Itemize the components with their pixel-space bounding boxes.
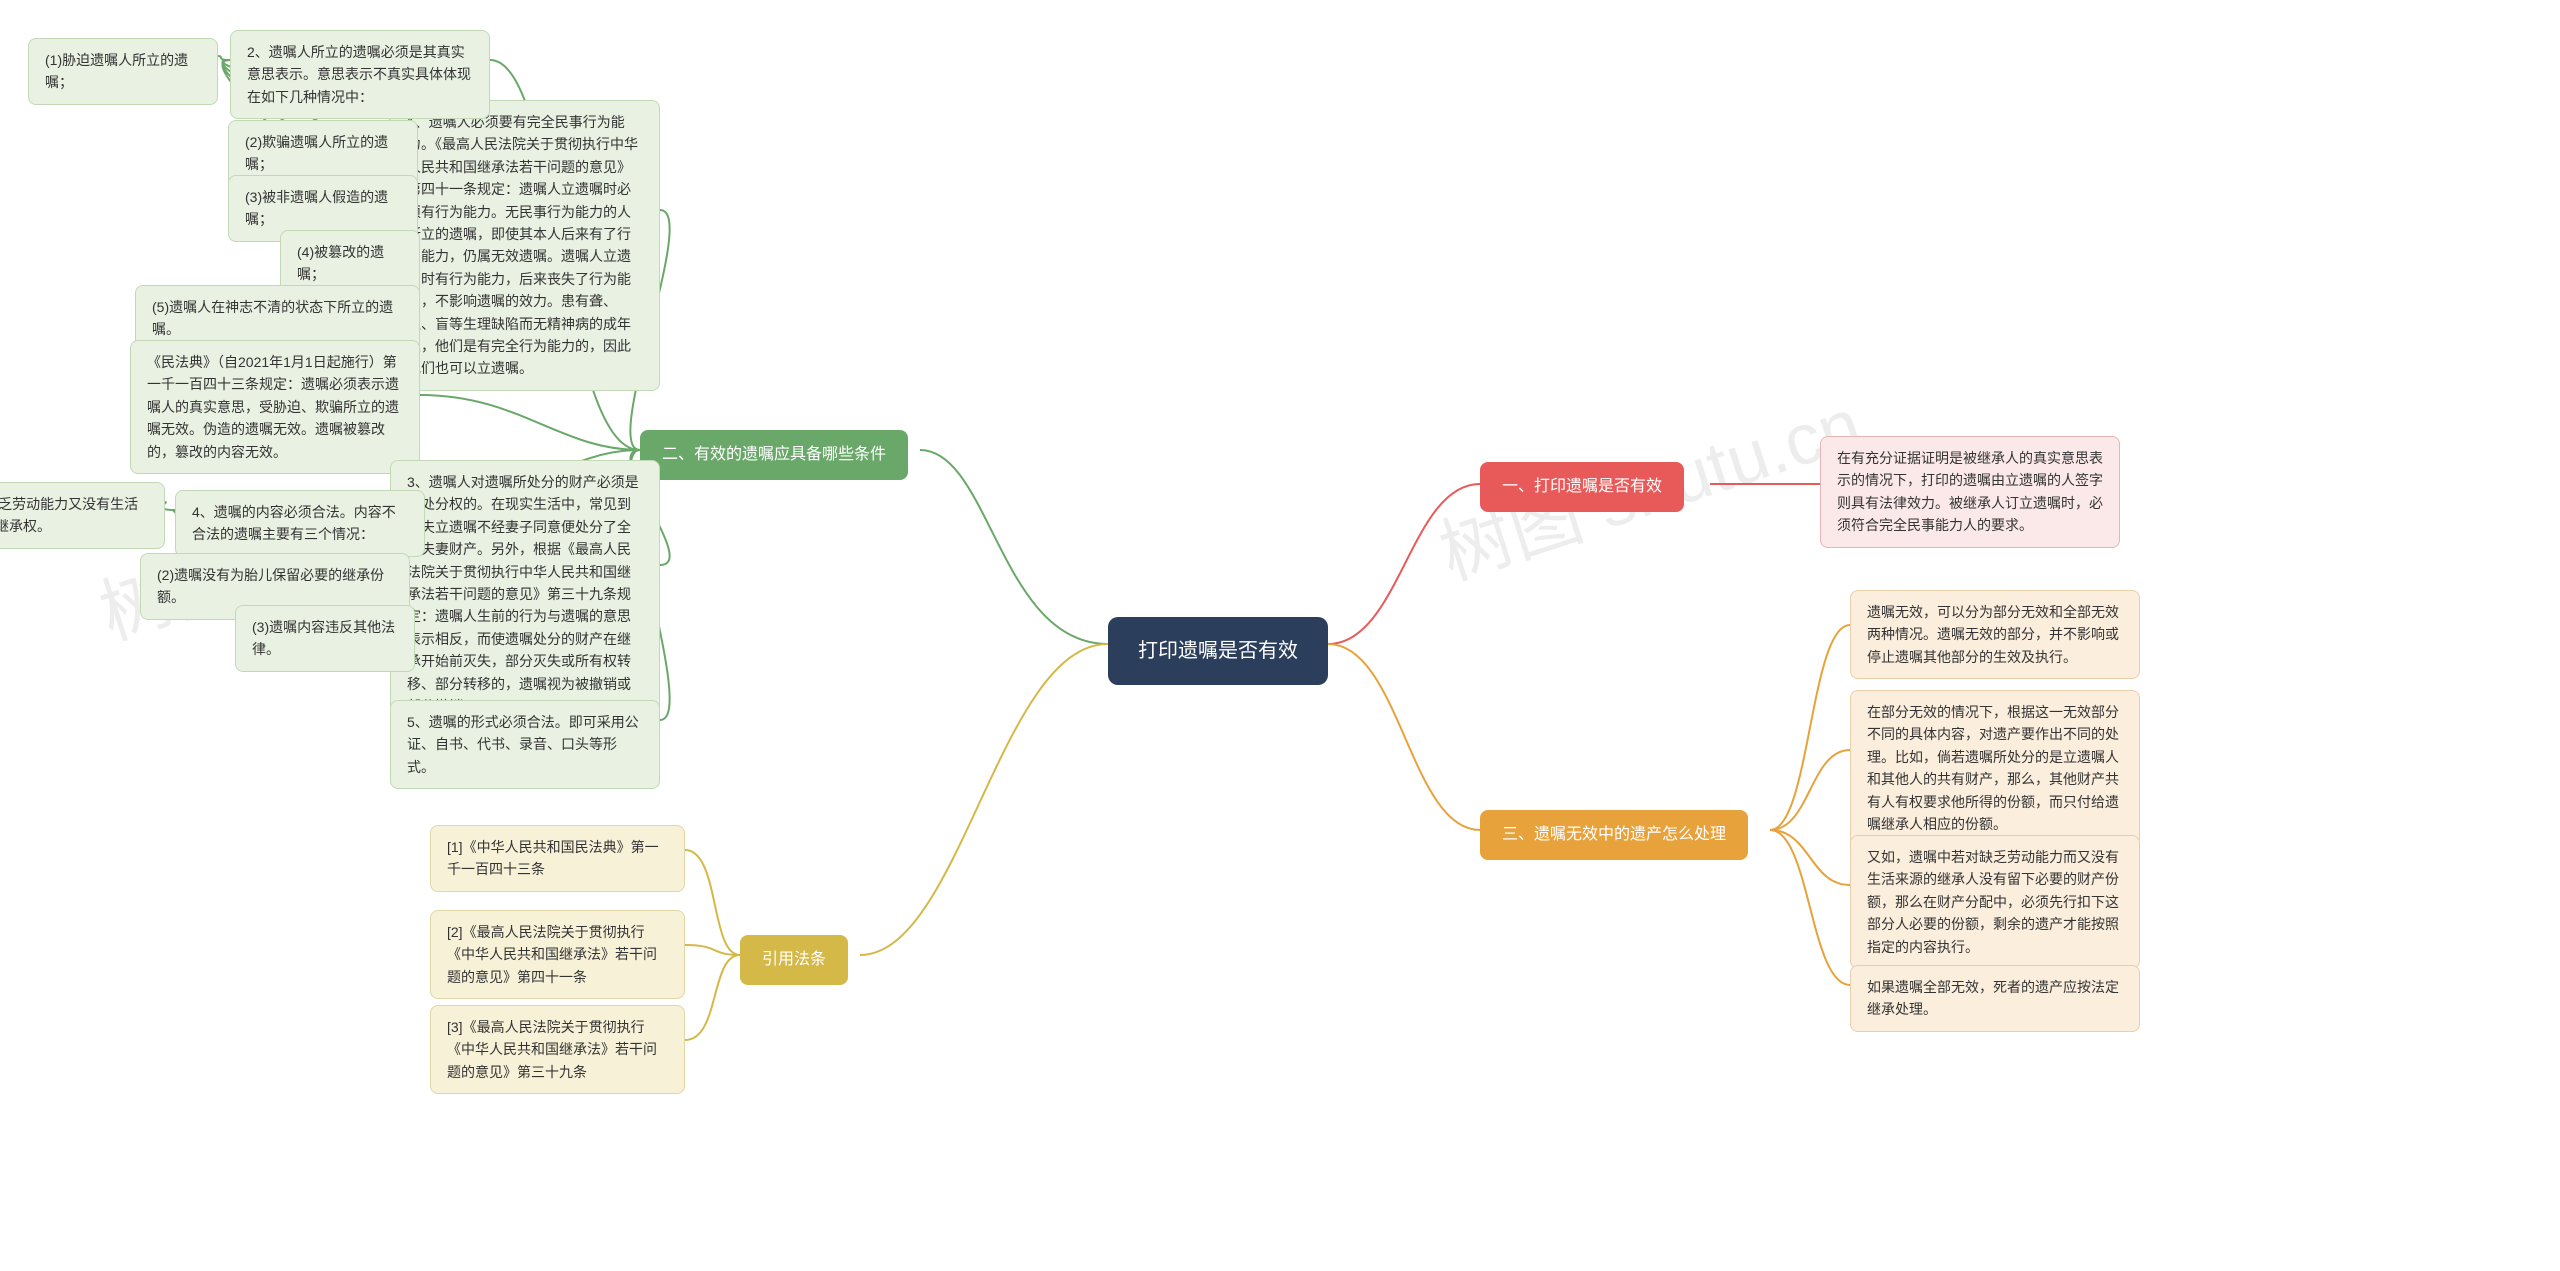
mindmap-root: 打印遗嘱是否有效 [1108, 617, 1328, 685]
b4-l3: [3]《最高人民法院关于贯彻执行《中华人民共和国继承法》若干问题的意见》第三十九… [430, 1005, 685, 1094]
b3-l2: 在部分无效的情况下，根据这一无效部分不同的具体内容，对遗产要作出不同的处理。比如… [1850, 690, 2140, 846]
b2-c2: 2、遗嘱人所立的遗嘱必须是其真实意思表示。意思表示不真实具体体现在如下几种情况中… [230, 30, 490, 119]
b4-l1: [1]《中华人民共和国民法典》第一千一百四十三条 [430, 825, 685, 892]
b2-c2-l1: (1)胁迫遗嘱人所立的遗嘱； [28, 38, 218, 105]
branch-2: 二、有效的遗嘱应具备哪些条件 [640, 430, 908, 480]
b2-c4-l1: (1)遗嘱取消了缺乏劳动能力又没有生活来源的继承人的继承权。 [0, 482, 165, 549]
b2-c2b: 《民法典》（自2021年1月1日起施行）第一千一百四十三条规定：遗嘱必须表示遗嘱… [130, 340, 420, 474]
b2-c4-l3: (3)遗嘱内容违反其他法律。 [235, 605, 415, 672]
b2-c1: 1、遗嘱人必须要有完全民事行为能力。《最高人民法院关于贯彻执行中华人民共和国继承… [390, 100, 660, 391]
b3-l4: 如果遗嘱全部无效，死者的遗产应按法定继承处理。 [1850, 965, 2140, 1032]
b4-l2: [2]《最高人民法院关于贯彻执行《中华人民共和国继承法》若干问题的意见》第四十一… [430, 910, 685, 999]
b2-c4: 4、遗嘱的内容必须合法。内容不合法的遗嘱主要有三个情况： [175, 490, 425, 557]
b2-c5: 5、遗嘱的形式必须合法。即可采用公证、自书、代书、录音、口头等形式。 [390, 700, 660, 789]
branch-1: 一、打印遗嘱是否有效 [1480, 462, 1684, 512]
b3-l3: 又如，遗嘱中若对缺乏劳动能力而又没有生活来源的继承人没有留下必要的财产份额，那么… [1850, 835, 2140, 969]
b2-c3: 3、遗嘱人对遗嘱所处分的财产必须是有处分权的。在现实生活中，常见到丈夫立遗嘱不经… [390, 460, 660, 728]
branch-4: 引用法条 [740, 935, 848, 985]
branch-1-leaf-1: 在有充分证据证明是被继承人的真实意思表示的情况下，打印的遗嘱由立遗嘱的人签字则具… [1820, 436, 2120, 548]
b3-l1: 遗嘱无效，可以分为部分无效和全部无效两种情况。遗嘱无效的部分，并不影响或停止遗嘱… [1850, 590, 2140, 679]
branch-3: 三、遗嘱无效中的遗产怎么处理 [1480, 810, 1748, 860]
